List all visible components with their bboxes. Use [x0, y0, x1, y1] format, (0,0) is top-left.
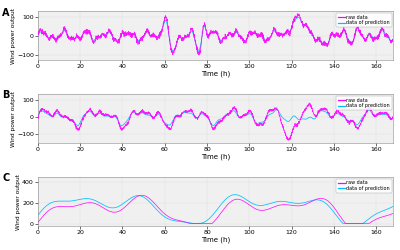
Text: B: B — [2, 90, 10, 101]
Y-axis label: Wind power output: Wind power output — [16, 174, 21, 230]
X-axis label: Time (h): Time (h) — [201, 71, 230, 77]
Legend: raw data, data of prediction: raw data, data of prediction — [336, 13, 392, 27]
Legend: raw data, data of prediction: raw data, data of prediction — [336, 179, 392, 193]
Legend: raw data, data of prediction: raw data, data of prediction — [336, 96, 392, 110]
Y-axis label: Wind power output: Wind power output — [10, 91, 16, 147]
Y-axis label: Wind power output: Wind power output — [10, 8, 16, 64]
Text: A: A — [2, 8, 10, 18]
X-axis label: Time (h): Time (h) — [201, 236, 230, 243]
Text: C: C — [2, 173, 10, 183]
X-axis label: Time (h): Time (h) — [201, 154, 230, 160]
